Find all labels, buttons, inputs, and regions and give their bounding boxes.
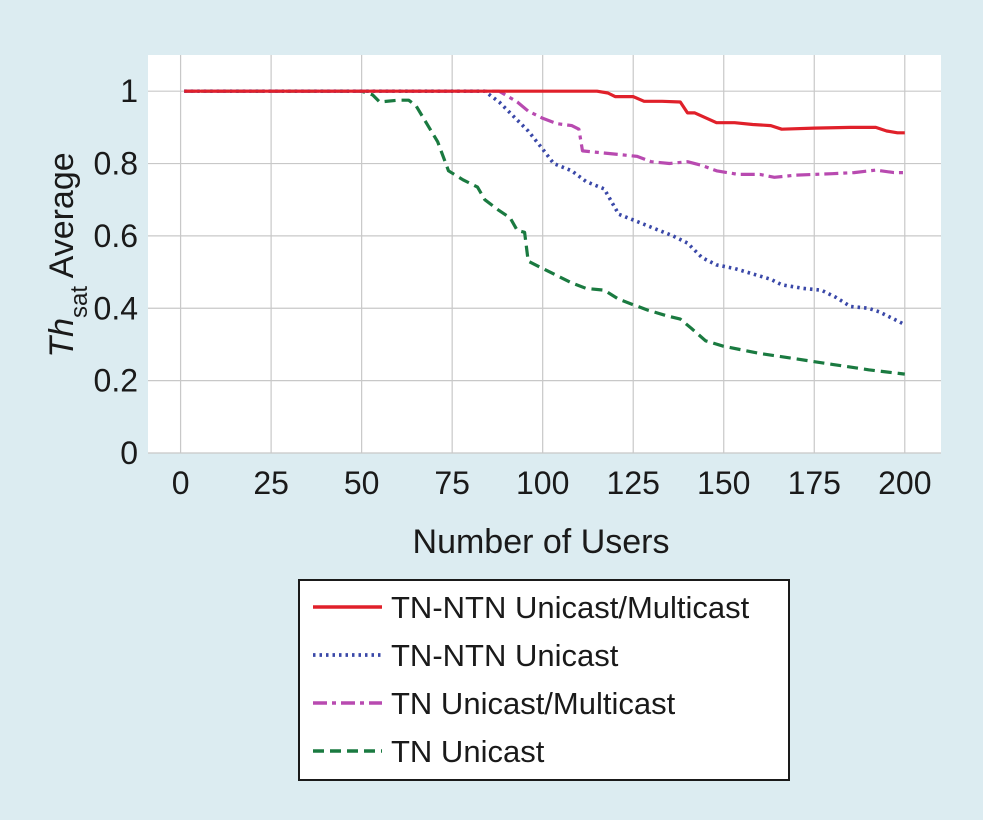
y-tick-label: 0.8	[94, 146, 138, 182]
legend-label: TN-NTN Unicast	[391, 638, 619, 673]
series-line	[184, 89, 905, 135]
plot-area	[148, 55, 941, 453]
legend-label: TN Unicast	[391, 734, 545, 769]
legend-label: TN Unicast/Multicast	[391, 686, 676, 721]
x-tick-label: 25	[253, 465, 289, 501]
x-tick-label: 0	[172, 465, 190, 501]
legend-box	[298, 579, 790, 781]
y-tick-label: 0.2	[94, 363, 138, 399]
y-axis-label-rest: Average	[43, 152, 81, 286]
series-line	[184, 89, 905, 376]
series-line	[184, 89, 905, 179]
y-axis-label: Thsat Average	[43, 152, 93, 357]
x-axis-label: Number of Users	[413, 523, 670, 561]
y-tick-labels: 0 0.2 0.4 0.6 0.8 1	[94, 73, 138, 471]
y-tick-label: 1	[120, 73, 138, 109]
legend-label: TN-NTN Unicast/Multicast	[391, 590, 750, 625]
x-tick-label: 100	[516, 465, 569, 501]
x-tick-label: 200	[878, 465, 931, 501]
x-tick-label: 50	[344, 465, 380, 501]
x-tick-labels: 0 25 50 75 100 125 150 175 200	[172, 465, 932, 501]
x-tick-label: 75	[434, 465, 470, 501]
y-axis-label-main: Th	[43, 318, 81, 358]
x-tick-label: 175	[788, 465, 841, 501]
y-tick-label: 0	[120, 435, 138, 471]
series-lines	[184, 89, 906, 376]
x-tick-label: 125	[607, 465, 660, 501]
y-tick-label: 0.6	[94, 218, 138, 254]
y-tick-label: 0.4	[94, 290, 138, 326]
y-axis-label-subscript: sat	[66, 286, 93, 318]
legend: TN-NTN Unicast/Multicast TN-NTN Unicast TN…	[298, 579, 790, 781]
legend-entries: TN-NTN Unicast/Multicast TN-NTN Unicast TN…	[313, 590, 750, 769]
x-tick-label: 150	[697, 465, 750, 501]
series-line	[184, 89, 906, 327]
